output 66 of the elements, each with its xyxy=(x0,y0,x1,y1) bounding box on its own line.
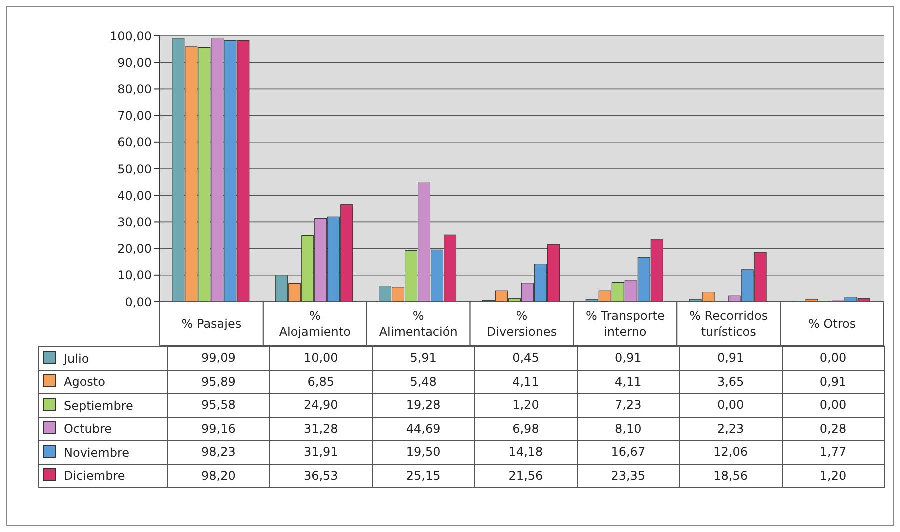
data-label: 4,11 xyxy=(474,370,578,394)
y-tick-label: 90,00 xyxy=(118,56,152,70)
data-label: 14,18 xyxy=(474,440,578,464)
x-tick-label: % Pasajes xyxy=(182,317,242,331)
data-label: 0,00 xyxy=(680,394,782,417)
data-label: 5,48 xyxy=(372,370,475,394)
data-label: 31,91 xyxy=(270,440,372,464)
data-label: 95,58 xyxy=(168,394,270,417)
data-label: 99,09 xyxy=(168,346,270,370)
x-tick-label: % Otros xyxy=(808,317,856,331)
data-label: 0,91 xyxy=(782,370,884,394)
x-tick-label: % Transporte interno xyxy=(586,309,665,339)
legend-label: Noviembre xyxy=(38,440,168,464)
legend-label: Septiembre xyxy=(38,394,168,417)
y-tick-label: 70,00 xyxy=(118,109,152,124)
data-label: 25,15 xyxy=(372,464,475,488)
y-tick-label: 60,00 xyxy=(118,136,152,150)
data-label: 3,65 xyxy=(680,370,782,394)
y-tick-label: 50,00 xyxy=(118,162,152,176)
data-label: 2,23 xyxy=(680,417,782,440)
x-tick-label: % Diversiones xyxy=(486,309,558,339)
data-label: 0,28 xyxy=(782,417,884,440)
data-label: 1,77 xyxy=(782,440,884,464)
data-label: 8,10 xyxy=(577,417,680,440)
data-label: 0,45 xyxy=(474,346,578,370)
data-label: 1,20 xyxy=(782,464,884,488)
data-label: 24,90 xyxy=(270,394,372,417)
data-label: 19,28 xyxy=(372,394,475,417)
y-tick-label: 30,00 xyxy=(118,215,152,230)
data-label: 18,56 xyxy=(680,464,782,488)
data-label: 12,06 xyxy=(680,440,782,464)
data-label: 0,00 xyxy=(782,346,884,370)
y-tick-label: 20,00 xyxy=(118,242,152,256)
y-tick-label: 0,00 xyxy=(125,295,152,310)
data-label: 36,53 xyxy=(270,464,372,488)
data-label: 98,23 xyxy=(168,440,270,464)
data-label: 99,16 xyxy=(168,417,270,440)
data-label: 6,98 xyxy=(474,417,578,440)
data-label: 7,23 xyxy=(577,394,680,417)
data-label: 44,69 xyxy=(372,417,475,440)
data-label: 0,91 xyxy=(577,346,680,370)
x-tick-label: % Alimentación xyxy=(379,309,458,339)
y-tick-label: 40,00 xyxy=(118,188,152,203)
data-label: 6,85 xyxy=(270,370,372,394)
y-tick-label: 10,00 xyxy=(118,268,152,283)
data-label: 98,20 xyxy=(168,464,270,488)
data-label: 0,00 xyxy=(782,394,884,417)
legend-label: Octubre xyxy=(38,417,168,440)
x-tick-label: % Alojamiento xyxy=(279,309,351,339)
legend-label: Diciembre xyxy=(38,464,168,488)
data-label: 95,89 xyxy=(168,370,270,394)
data-label: 16,67 xyxy=(577,440,680,464)
legend-label: Agosto xyxy=(38,370,168,394)
data-label: 21,56 xyxy=(474,464,578,488)
legend-label: Julio xyxy=(38,346,168,370)
data-label: 31,28 xyxy=(270,417,372,440)
data-label: 5,91 xyxy=(372,346,475,370)
data-label: 10,00 xyxy=(270,346,372,370)
data-label: 0,91 xyxy=(680,346,782,370)
x-tick-label: % Recorridos turísticos xyxy=(690,309,768,339)
y-tick-label: 100,00 xyxy=(110,29,152,44)
data-label: 4,11 xyxy=(577,370,680,394)
data-label: 1,20 xyxy=(474,394,578,417)
y-tick-label: 80,00 xyxy=(118,82,152,96)
data-label: 19,50 xyxy=(372,440,475,464)
data-label: 23,35 xyxy=(577,464,680,488)
